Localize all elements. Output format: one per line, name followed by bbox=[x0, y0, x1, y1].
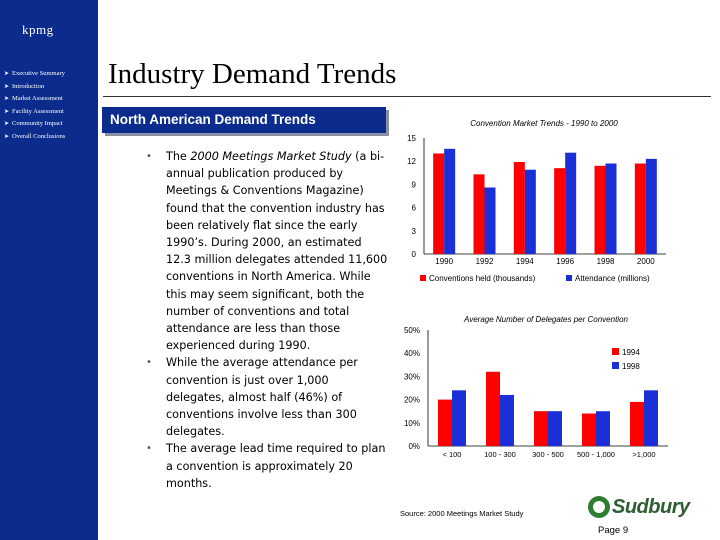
x-tick-label: 1992 bbox=[476, 257, 494, 266]
bullet-dot-icon: • bbox=[146, 443, 152, 455]
chart-title: Convention Market Trends - 1990 to 2000 bbox=[470, 119, 618, 128]
sudbury-logo-mark bbox=[588, 496, 610, 518]
x-tick-label: >1,000 bbox=[632, 450, 655, 459]
sidebar-item-community-impact[interactable]: ➤ Community Impact bbox=[4, 118, 65, 131]
bar-conventions-1998 bbox=[594, 165, 606, 254]
convention-trends-chart: Convention Market Trends - 1990 to 2000 0… bbox=[407, 119, 666, 283]
arrow-bullet-icon: ➤ bbox=[4, 121, 10, 127]
bullet-dot-icon: • bbox=[146, 357, 152, 369]
delegates-per-convention-chart: Average Number of Delegates per Conventi… bbox=[404, 315, 668, 459]
x-tick-label: 100 - 300 bbox=[484, 450, 516, 459]
bar-1998-4 bbox=[644, 390, 658, 446]
bullet-list: • The 2000 Meetings Market Study (a bi-an… bbox=[146, 148, 388, 492]
y-tick-label: 12 bbox=[407, 157, 416, 166]
bar-attendance-1992 bbox=[484, 187, 496, 254]
sidebar-item-introduction[interactable]: ➤ Introduction bbox=[4, 81, 65, 94]
bar-1994-0 bbox=[438, 399, 452, 446]
y-tick-label: 10% bbox=[404, 419, 420, 428]
sidebar: kpmg ➤ Executive Summary ➤ Introduction ➤ M… bbox=[0, 0, 98, 540]
x-tick-label: 2000 bbox=[637, 257, 655, 266]
bar-attendance-1996 bbox=[565, 152, 577, 254]
y-tick-label: 0% bbox=[408, 442, 420, 451]
legend-swatch bbox=[612, 348, 619, 355]
sidebar-item-label: Executive Summary bbox=[12, 70, 65, 77]
bar-attendance-1994 bbox=[524, 169, 536, 254]
title-divider bbox=[103, 96, 711, 97]
arrow-bullet-icon: ➤ bbox=[4, 108, 10, 115]
bar-conventions-1994 bbox=[513, 161, 525, 254]
sidebar-item-label: Market Assessment bbox=[12, 95, 63, 102]
bar-1998-0 bbox=[452, 390, 466, 446]
arrow-bullet-icon: ➤ bbox=[4, 133, 10, 140]
y-tick-label: 50% bbox=[404, 326, 420, 335]
y-tick-label: 20% bbox=[404, 396, 420, 405]
bullet-text: While the average attendance per convent… bbox=[166, 356, 358, 439]
sidebar-item-market-assessment[interactable]: ➤ Market Assessment bbox=[4, 93, 65, 106]
legend-swatch bbox=[566, 275, 572, 281]
x-tick-label: 500 - 1,000 bbox=[577, 450, 615, 459]
bullet-text: The average lead time required to plan a… bbox=[166, 442, 386, 490]
bar-attendance-1990 bbox=[444, 148, 456, 254]
legend-label: Attendance (millions) bbox=[575, 274, 650, 283]
x-tick-label: 1998 bbox=[597, 257, 615, 266]
bar-1994-2 bbox=[534, 411, 548, 446]
legend-swatch bbox=[420, 275, 426, 281]
page-number: Page 9 bbox=[598, 525, 629, 536]
bar-1994-1 bbox=[486, 371, 500, 446]
bullet-italic-text: 2000 Meetings Market Study bbox=[190, 150, 352, 163]
legend-label: 1994 bbox=[622, 348, 640, 357]
arrow-bullet-icon: ➤ bbox=[4, 71, 10, 77]
y-tick-label: 30% bbox=[404, 372, 420, 381]
bullet-text-continued: (a bi-annual publication produced by Mee… bbox=[166, 150, 388, 353]
bar-conventions-1990 bbox=[433, 153, 445, 254]
sidebar-item-facility-assessment[interactable]: ➤ Facility Assessment bbox=[4, 106, 65, 119]
sidebar-item-label: Introduction bbox=[12, 82, 45, 90]
page-title: Industry Demand Trends bbox=[108, 58, 397, 90]
sidebar-nav: ➤ Executive Summary ➤ Introduction ➤ Market… bbox=[4, 68, 65, 143]
arrow-bullet-icon: ➤ bbox=[4, 96, 10, 102]
kpmg-logo: kpmg bbox=[22, 22, 54, 37]
y-tick-label: 15 bbox=[407, 134, 416, 143]
section-header: North American Demand Trends bbox=[102, 107, 386, 133]
x-tick-label: 300 - 500 bbox=[532, 450, 564, 459]
y-tick-label: 9 bbox=[412, 180, 417, 189]
bar-1994-3 bbox=[582, 413, 596, 446]
legend-swatch bbox=[612, 362, 619, 369]
arrow-bullet-icon: ➤ bbox=[4, 83, 10, 90]
bar-conventions-2000 bbox=[634, 163, 646, 254]
sidebar-item-label: Community Impact bbox=[12, 120, 63, 127]
legend-label: Conventions held (thousands) bbox=[429, 274, 536, 283]
y-tick-label: 6 bbox=[412, 204, 417, 213]
sidebar-item-executive-summary[interactable]: ➤ Executive Summary bbox=[4, 68, 65, 81]
bar-1998-1 bbox=[500, 394, 514, 446]
bar-attendance-2000 bbox=[645, 158, 657, 254]
sidebar-item-label: Overall Conclusions bbox=[12, 132, 66, 140]
y-tick-label: 3 bbox=[412, 227, 417, 236]
bullet-item: • While the average attendance per conven… bbox=[146, 354, 388, 440]
bar-1998-2 bbox=[548, 411, 562, 446]
bar-1998-3 bbox=[596, 411, 610, 446]
bar-conventions-1992 bbox=[473, 174, 485, 254]
x-tick-label: 1994 bbox=[516, 257, 534, 266]
chart-title: Average Number of Delegates per Conventi… bbox=[463, 315, 629, 324]
legend-label: 1998 bbox=[622, 362, 640, 371]
bullet-text: The bbox=[166, 150, 191, 163]
x-tick-label: 1996 bbox=[556, 257, 574, 266]
x-tick-label: < 100 bbox=[443, 450, 462, 459]
bar-conventions-1996 bbox=[554, 168, 566, 254]
bar-attendance-1998 bbox=[605, 163, 617, 254]
source-note: Source: 2000 Meetings Market Study bbox=[400, 509, 524, 518]
bullet-item: • The average lead time required to plan … bbox=[146, 440, 388, 492]
x-tick-label: 1990 bbox=[435, 257, 453, 266]
bar-1994-4 bbox=[630, 401, 644, 446]
sudbury-logo: Sudbury bbox=[588, 494, 690, 520]
y-tick-label: 0 bbox=[412, 250, 417, 259]
sidebar-item-overall-conclusions[interactable]: ➤ Overall Conclusions bbox=[4, 131, 65, 144]
y-tick-label: 40% bbox=[404, 349, 420, 358]
bullet-item: • The 2000 Meetings Market Study (a bi-an… bbox=[146, 148, 388, 354]
sidebar-item-label: Facility Assessment bbox=[12, 107, 64, 115]
sudbury-logo-text: Sudbury bbox=[612, 496, 690, 518]
bullet-dot-icon: • bbox=[146, 151, 152, 162]
section-title: North American Demand Trends bbox=[110, 112, 316, 127]
